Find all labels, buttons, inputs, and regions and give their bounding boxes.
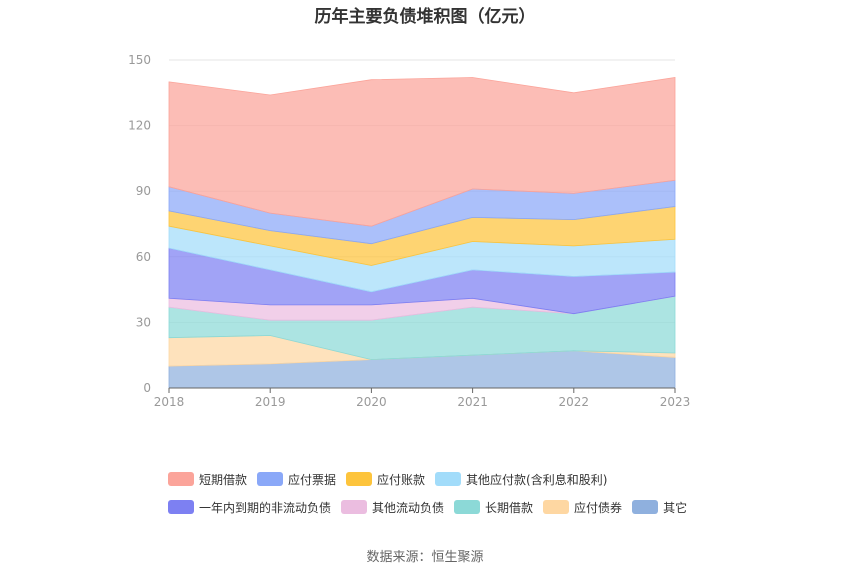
chart-title: 历年主要负债堆积图（亿元） [314, 7, 536, 27]
legend-swatch [341, 500, 368, 514]
legend-item[interactable]: 应付票据 [257, 471, 336, 488]
legend-label: 其它 [663, 500, 688, 515]
legend-item[interactable]: 其他流动负债 [341, 499, 444, 516]
y-tick-label: 120 [128, 119, 151, 133]
legend-label: 一年内到期的非流动负债 [199, 500, 332, 515]
legend-item[interactable]: 应付账款 [346, 471, 425, 488]
legend-item[interactable]: 应付债券 [543, 499, 622, 516]
legend-item[interactable]: 短期借款 [168, 471, 247, 488]
legend-item[interactable]: 一年内到期的非流动负债 [168, 499, 331, 516]
area-短期借款 [168, 77, 676, 227]
y-tick-label: 90 [136, 184, 151, 198]
legend-label: 其他流动负债 [372, 500, 445, 515]
legend-label: 应付票据 [288, 472, 337, 487]
legend-swatch [543, 500, 570, 514]
y-tick-label: 60 [136, 250, 151, 264]
y-tick-label: 150 [128, 53, 151, 67]
legend-item[interactable]: 长期借款 [454, 499, 533, 516]
legend-swatch [454, 500, 481, 514]
legend-swatch [346, 472, 373, 486]
axes: 0 30 60 90 120 150 2018 2019 2020 2021 2022 2023 [128, 53, 690, 409]
legend-swatch [257, 472, 284, 486]
x-tick-label: 2022 [559, 395, 590, 409]
area-series [168, 77, 676, 389]
legend-item[interactable]: 其它 [632, 499, 687, 516]
legend-swatch [168, 500, 194, 514]
legend-swatch [168, 472, 194, 486]
legend-label: 其他应付款(含利息和股利) [466, 472, 608, 487]
y-tick-label: 30 [136, 315, 151, 329]
legend: 短期借款 应付票据 应付账款 其他应付款(含利息和股利) 一年内到期的非流动负债 其他流动… [168, 470, 728, 526]
x-tick-label: 2023 [660, 395, 691, 409]
legend-label: 短期借款 [199, 472, 248, 487]
data-source: 数据来源：恒生聚源 [366, 550, 484, 565]
x-tick-label: 2020 [356, 395, 387, 409]
x-tick-label: 2018 [154, 395, 185, 409]
legend-label: 应付债券 [574, 500, 623, 515]
x-tick-label: 2021 [457, 395, 488, 409]
legend-swatch [632, 500, 659, 514]
legend-label: 长期借款 [485, 500, 534, 515]
legend-row: 短期借款 应付票据 应付账款 其他应付款(含利息和股利) [168, 470, 728, 488]
y-tick-label: 0 [143, 381, 151, 395]
legend-row: 一年内到期的非流动负债 其他流动负债 长期借款 应付债券 其它 [168, 498, 728, 516]
legend-swatch [435, 472, 462, 486]
x-tick-label: 2019 [255, 395, 286, 409]
legend-item[interactable]: 其他应付款(含利息和股利) [435, 471, 607, 488]
legend-label: 应付账款 [377, 472, 426, 487]
